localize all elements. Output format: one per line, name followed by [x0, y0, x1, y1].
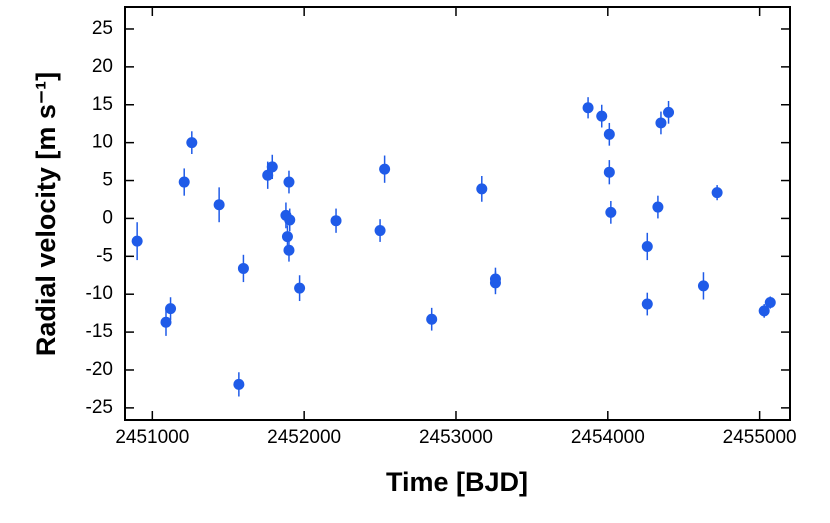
data-point: [294, 282, 306, 294]
data-point: [603, 166, 615, 178]
data-point: [283, 244, 295, 256]
data-point: [582, 102, 594, 114]
data-point: [281, 231, 293, 243]
data-point: [663, 106, 675, 118]
y-tick-label: -5: [96, 245, 113, 266]
data-point: [374, 225, 386, 237]
data-point: [652, 201, 664, 213]
plot-frame: [124, 6, 791, 421]
data-point: [379, 163, 391, 175]
data-point: [596, 110, 608, 122]
data-point: [603, 128, 615, 140]
data-point: [283, 176, 295, 188]
y-tick-label: 5: [102, 170, 113, 191]
data-point: [758, 305, 770, 317]
y-tick-label: -20: [86, 359, 113, 380]
data-point: [330, 215, 342, 227]
data-point: [178, 176, 190, 188]
data-point: [237, 262, 249, 274]
data-point: [213, 199, 225, 211]
x-tick-label: 2455000: [723, 427, 797, 448]
data-point: [233, 378, 245, 390]
data-point: [697, 280, 709, 292]
data-point: [266, 161, 278, 173]
y-axis-label: Radial velocity [m s⁻¹]: [31, 72, 61, 356]
y-tick-label: -25: [86, 397, 113, 418]
y-tick-label: 15: [92, 94, 113, 115]
data-point: [284, 214, 296, 226]
x-tick-label: 2452000: [267, 427, 341, 448]
x-tick-label: 2451000: [115, 427, 189, 448]
data-point: [426, 313, 438, 325]
data-point: [165, 303, 177, 315]
data-point: [131, 235, 143, 247]
data-point: [160, 316, 172, 328]
x-tick-label: 2454000: [571, 427, 645, 448]
data-point: [641, 240, 653, 252]
data-point: [655, 117, 667, 129]
data-point: [186, 137, 198, 149]
y-tick-label: 0: [102, 207, 113, 228]
y-tick-label: 25: [92, 18, 113, 39]
y-tick-label: -10: [86, 283, 113, 304]
x-tick-label: 2453000: [419, 427, 493, 448]
data-point: [711, 187, 723, 199]
data-point: [605, 206, 617, 218]
data-point: [489, 277, 501, 289]
data-point: [476, 183, 488, 195]
data-point: [641, 298, 653, 310]
y-tick-label: 20: [92, 56, 113, 77]
y-tick-label: -15: [86, 321, 113, 342]
data-point: [262, 169, 274, 181]
data-point: [764, 297, 776, 309]
x-axis-label: Time [BJD]: [386, 467, 528, 497]
y-tick-label: 10: [92, 132, 113, 153]
